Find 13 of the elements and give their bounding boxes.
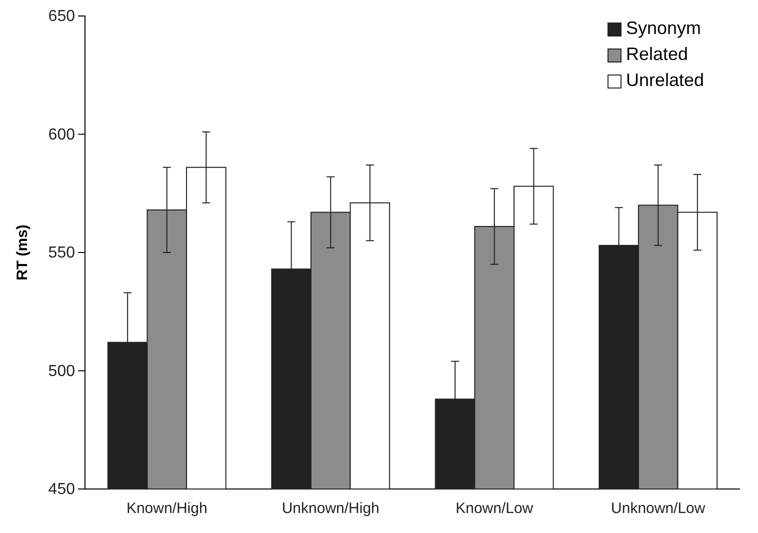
x-tick-label: Known/High — [126, 500, 208, 517]
legend-label: Related — [626, 44, 688, 64]
x-tick-label: Known/Low — [456, 500, 534, 517]
y-tick-label: 500 — [48, 362, 76, 380]
y-tick-label: 650 — [48, 8, 76, 26]
y-axis-title: RT (ms) — [14, 224, 31, 280]
x-tick-label: Unknown/Low — [611, 500, 706, 517]
y-tick-label: 450 — [48, 481, 76, 498]
x-tick-label: Unknown/High — [282, 500, 380, 517]
y-tick-label: 550 — [48, 244, 76, 262]
legend-label: Unrelated — [626, 70, 704, 90]
y-tick-label: 600 — [48, 126, 76, 144]
legend-label: Synonym — [626, 18, 702, 38]
